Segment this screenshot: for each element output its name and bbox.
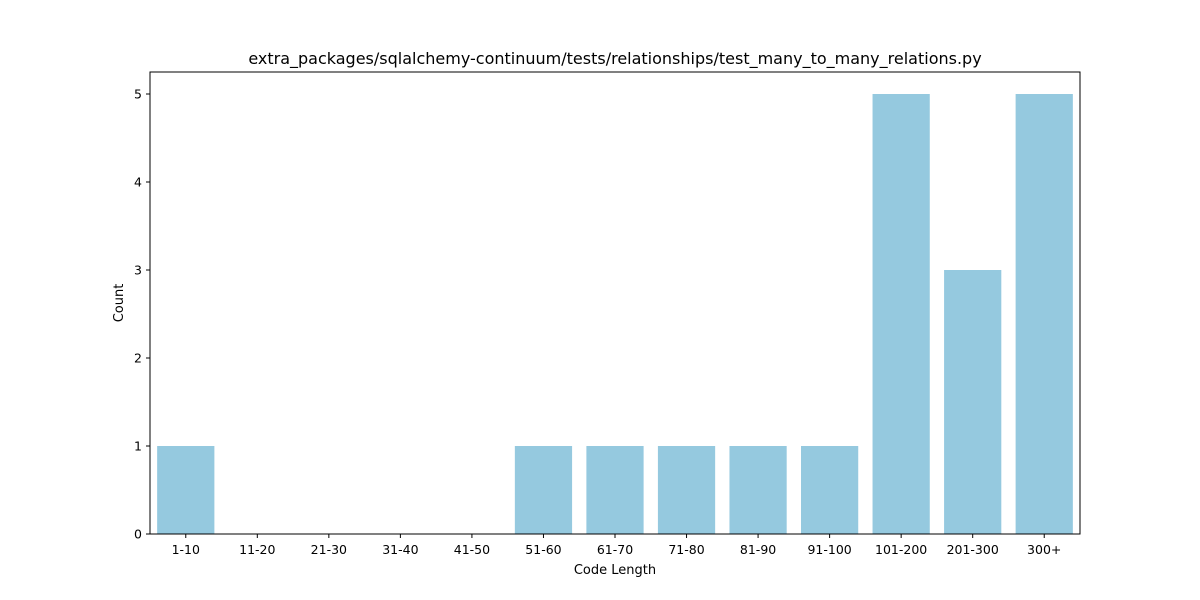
bar-81-90 (729, 446, 787, 534)
x-axis-label: Code Length (574, 563, 656, 578)
x-tick-label: 21-30 (311, 542, 347, 557)
y-tick-label: 4 (134, 175, 142, 190)
bars-group (157, 94, 1073, 534)
y-tick-label: 3 (134, 263, 142, 278)
x-tick-label: 91-100 (807, 542, 851, 557)
bar-1-10 (157, 446, 215, 534)
x-tick-label: 201-300 (947, 542, 999, 557)
x-tick-label: 1-10 (172, 542, 200, 557)
bar-71-80 (657, 446, 716, 534)
chart-title: extra_packages/sqlalchemy-continuum/test… (248, 49, 981, 69)
x-tick-label: 41-50 (454, 542, 490, 557)
bar-201-300 (944, 270, 1002, 534)
x-tick-label: 101-200 (875, 542, 927, 557)
y-axis-label: Count (112, 284, 127, 323)
x-tick-label: 61-70 (597, 542, 633, 557)
bar-101-200 (872, 94, 930, 534)
bar-61-70 (586, 446, 644, 534)
x-tick-label: 81-90 (740, 542, 776, 557)
y-tick-label: 0 (134, 527, 142, 542)
plot-frame (149, 71, 1081, 535)
y-tick-label: 2 (134, 351, 142, 366)
bar-300+ (1015, 94, 1073, 534)
y-tick-label: 5 (134, 87, 142, 102)
y-tick-label: 1 (134, 439, 142, 454)
x-tick-label: 71-80 (668, 542, 704, 557)
x-axis-ticks: 1-10 11-20 21-30 31-40 41-50 51-60 61-70 71-80 8… (172, 534, 1061, 557)
bar-91-100 (801, 446, 859, 534)
x-tick-label: 31-40 (382, 542, 418, 557)
bar-51-60 (514, 446, 573, 534)
y-axis-ticks: 0 1 2 3 4 5 (134, 87, 150, 542)
x-tick-label: 11-20 (239, 542, 275, 557)
x-tick-label: 300+ (1027, 542, 1061, 557)
x-tick-label: 51-60 (525, 542, 561, 557)
